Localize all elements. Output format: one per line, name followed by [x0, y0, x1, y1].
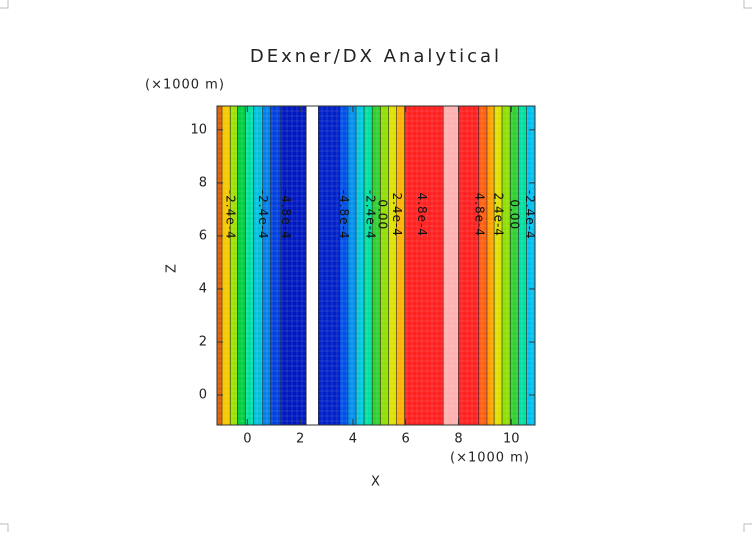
- x-tick-label: 4: [349, 432, 357, 447]
- contour-label: 0.00: [375, 199, 389, 230]
- plot-frame: [216, 105, 536, 426]
- contour-band: [510, 106, 519, 425]
- contour-label: -2.4e-4: [523, 190, 537, 240]
- contour-band: [494, 106, 503, 425]
- contour-band: [318, 106, 340, 425]
- contour-label: -2.4e-4: [256, 190, 270, 240]
- contour-band: [262, 106, 271, 425]
- y-tick-label: 0: [199, 388, 207, 403]
- x-tick-label: 8: [454, 432, 462, 447]
- contour-band: [270, 106, 281, 425]
- contour-label: -2.4e-4: [364, 190, 378, 240]
- x-tick-label: 2: [296, 432, 304, 447]
- contour-band: [237, 106, 246, 425]
- x-unit: (×1000 m): [450, 451, 530, 466]
- contour-label: -4.8e-4: [337, 190, 351, 240]
- contour-band: [363, 106, 373, 425]
- contour-band: [526, 106, 535, 425]
- contour-label: 2.4e-4: [390, 193, 404, 237]
- contour-band: [217, 106, 223, 425]
- contour-label: 4.8e-4: [472, 193, 486, 237]
- contour-band: [356, 106, 364, 425]
- contour-band: [458, 106, 479, 425]
- contour-band: [372, 106, 381, 425]
- x-tick-label: 6: [402, 432, 410, 447]
- contour-band: [245, 106, 254, 425]
- contour-label: 4.8e-4: [415, 193, 429, 237]
- contour-band: [380, 106, 389, 425]
- y-unit: (×1000 m): [145, 78, 225, 93]
- contour-band: [253, 106, 263, 425]
- contour-band: [396, 106, 405, 425]
- y-tick-label: 6: [199, 228, 207, 243]
- contour-band: [280, 106, 307, 425]
- contour-band: [222, 106, 231, 425]
- chart-title: DExner/DX Analytical: [250, 46, 502, 67]
- y-axis-label: Z: [165, 263, 180, 273]
- contour-label: 0.00: [507, 199, 521, 230]
- contour-label: -4.8e-4: [279, 190, 293, 240]
- contour-band: [478, 106, 487, 425]
- contour-label: -2.4e-4: [224, 190, 238, 240]
- y-tick-label: 10: [190, 122, 207, 137]
- contour-label: 2.4e-4: [492, 193, 506, 237]
- contour-band: [486, 106, 495, 425]
- x-tick-label: 0: [243, 432, 251, 447]
- contour-band: [443, 106, 459, 425]
- contour-band: [339, 106, 348, 425]
- contour-band: [518, 106, 527, 425]
- contour-band: [230, 106, 238, 425]
- contour-band: [347, 106, 357, 425]
- contour-band: [404, 106, 444, 425]
- contour-band: [502, 106, 511, 425]
- x-tick-label: 10: [503, 432, 520, 447]
- x-axis-label: X: [371, 475, 381, 490]
- contour-band: [306, 106, 319, 425]
- contour-band: [388, 106, 397, 425]
- y-tick-label: 2: [199, 335, 207, 350]
- y-tick-label: 8: [199, 175, 207, 190]
- y-tick-label: 4: [199, 281, 207, 296]
